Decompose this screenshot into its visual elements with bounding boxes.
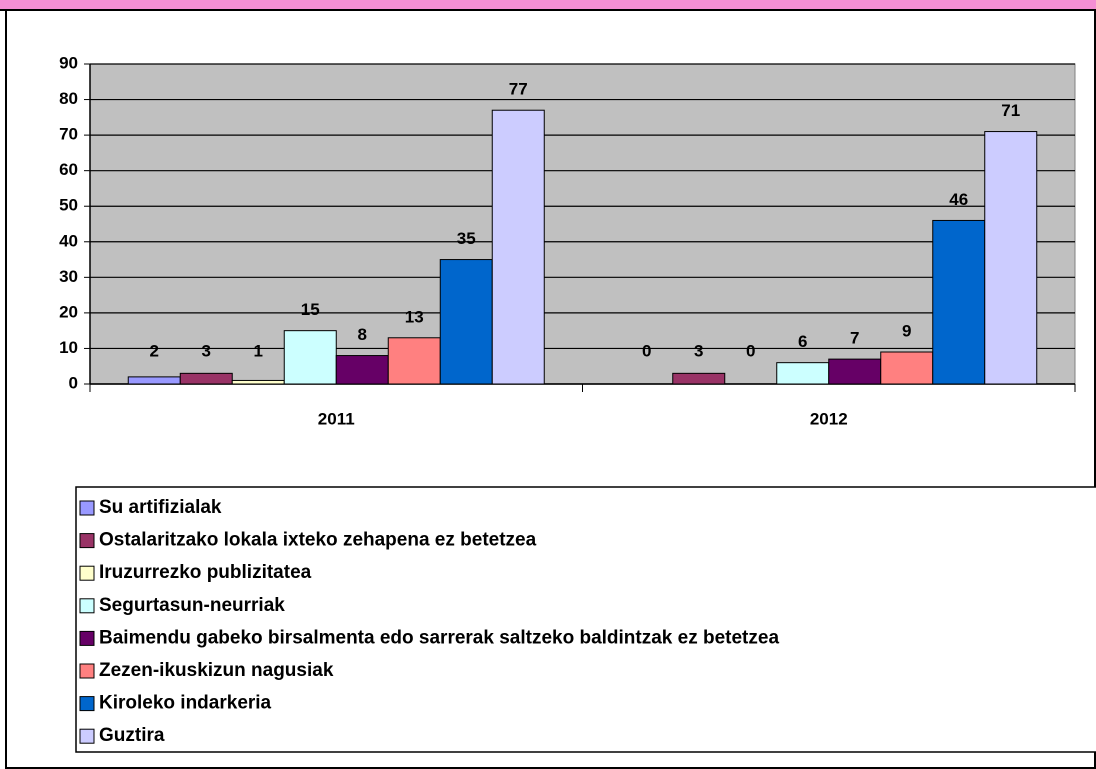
legend-label: Zezen-ikuskizun nagusiak <box>99 660 334 681</box>
legend-box <box>75 486 1096 753</box>
legend-swatch <box>79 565 95 581</box>
y-tick-label: 30 <box>59 267 78 286</box>
bar <box>491 109 545 385</box>
data-label: 3 <box>202 341 211 360</box>
legend-swatch <box>79 500 95 516</box>
data-label: 71 <box>1001 101 1020 120</box>
bar <box>335 355 389 385</box>
bar <box>984 131 1038 385</box>
data-label: 2 <box>150 341 159 360</box>
y-tick-label: 70 <box>59 125 78 144</box>
legend-swatch <box>79 630 95 646</box>
legend-swatch <box>79 598 95 614</box>
x-tick-label: 2011 <box>318 409 355 428</box>
bar <box>932 219 986 385</box>
data-label: 46 <box>949 190 968 209</box>
data-label: 9 <box>902 321 911 340</box>
legend-label: Segurtasun-neurriak <box>99 595 285 616</box>
y-tick-label: 90 <box>59 53 78 72</box>
bar <box>387 337 441 385</box>
data-label: 15 <box>301 300 320 319</box>
legend-swatch <box>79 728 95 744</box>
legend-label: Ostalaritzako lokala ixteko zehapena ez … <box>99 530 537 551</box>
data-label: 7 <box>850 329 859 348</box>
legend-label: Guztira <box>99 725 165 746</box>
legend-label: Iruzurrezko publizitatea <box>99 562 312 583</box>
bar <box>231 379 285 385</box>
data-label: 0 <box>642 341 651 360</box>
legend-swatch <box>79 696 95 712</box>
data-label: 13 <box>405 307 424 326</box>
legend-swatch <box>79 663 95 679</box>
data-label: 6 <box>798 332 807 351</box>
bar <box>439 259 493 385</box>
legend-label: Su artifizialak <box>99 497 222 518</box>
bar <box>127 376 181 385</box>
bar <box>672 372 726 385</box>
bar <box>828 358 882 385</box>
chart-border <box>5 9 1096 769</box>
y-tick-label: 80 <box>59 89 78 108</box>
legend-swatch <box>79 533 95 549</box>
bar <box>283 330 337 385</box>
bar <box>776 362 830 385</box>
bar <box>179 372 233 385</box>
legend-label: Baimendu gabeko birsalmenta edo sarrerak… <box>99 627 779 648</box>
y-tick-label: 20 <box>59 302 78 321</box>
y-tick-label: 50 <box>59 196 78 215</box>
x-tick-label: 2012 <box>810 409 848 428</box>
y-tick-label: 40 <box>59 231 78 250</box>
data-label: 77 <box>509 80 528 99</box>
y-tick-label: 0 <box>69 373 78 392</box>
data-label: 3 <box>694 341 703 360</box>
y-tick-label: 60 <box>59 160 78 179</box>
bar <box>880 351 934 385</box>
data-label: 8 <box>358 325 367 344</box>
data-label: 1 <box>254 341 263 360</box>
legend-label: Kiroleko indarkeria <box>99 693 272 714</box>
y-tick-label: 10 <box>59 338 78 357</box>
plot-area <box>89 63 1076 385</box>
data-label: 0 <box>746 341 755 360</box>
header-band <box>0 0 1096 10</box>
data-label: 35 <box>457 229 476 248</box>
